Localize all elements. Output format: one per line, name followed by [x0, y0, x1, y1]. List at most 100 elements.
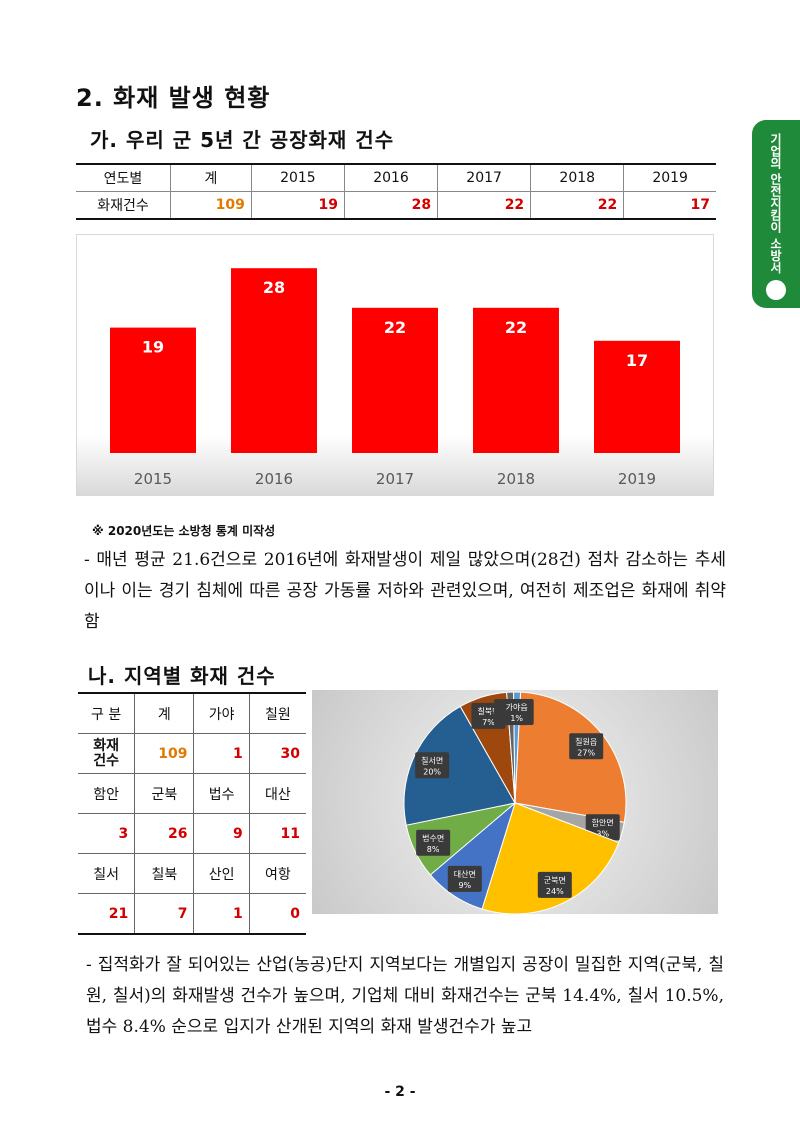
table-row: 화재건수 109 19 28 22 22 17	[76, 191, 716, 220]
note-text: ※ 2020년도는 소방청 통계 미작성	[92, 524, 276, 538]
header-cell: 가야	[193, 692, 250, 734]
header-cell: 산인	[193, 853, 250, 894]
table-row: 함안 군북 법수 대산	[78, 773, 306, 814]
pie-slice-percent: 9%	[458, 881, 471, 890]
region-fire-table: 구 분 계 가야 칠원 화재 건수 109 1 30 함안 군북 법수 대산 3…	[78, 692, 306, 935]
pie-slice	[403, 705, 516, 826]
pie-data-label: 군북면 24%	[537, 871, 572, 898]
pie-slice-label: 칠북면	[477, 706, 499, 716]
total-cell: 109	[134, 733, 195, 774]
pie-slice-percent: 24%	[546, 887, 564, 896]
bar-data-label: 22	[384, 318, 406, 337]
table-row: 화재 건수 109 1 30	[78, 733, 306, 774]
header-cell: 2015	[250, 163, 345, 192]
section-heading: 2. 화재 발생 현황	[76, 84, 271, 112]
value-cell: 9	[193, 813, 250, 854]
pie-slice-label: 칠서면	[421, 755, 443, 765]
bar-chart: 19 2015 28 2016 22 2017 22 2018 17 2019	[77, 268, 713, 495]
pie-slice-label: 군북면	[544, 875, 566, 885]
value-cell: 19	[250, 191, 345, 220]
header-cell: 연도별	[76, 163, 171, 192]
bar	[473, 307, 559, 453]
pie-data-label: 칠원읍 27%	[569, 733, 604, 760]
row-label: 화재 건수	[78, 733, 136, 774]
pie-data-label: 칠서면 20%	[415, 752, 450, 779]
pie-slice-label: 칠원읍	[575, 737, 597, 746]
pie-chart-frame: 칠원읍27%함안면3%군북면24%대산면9%법수면8%칠서면20%칠북면7%산인…	[312, 690, 718, 915]
value-cell: 22	[530, 191, 624, 220]
pie-slice-label: 함안면	[592, 817, 614, 827]
section-b-title: 나. 지역별 화재 건수	[88, 664, 276, 688]
table-row: 3 26 9 11	[78, 813, 306, 854]
header-cell: 대산	[248, 773, 306, 814]
table-row: 칠서 칠북 산인 여항	[78, 853, 306, 894]
value-cell: 28	[343, 191, 438, 220]
side-tab: 기업의 안전지킴이 소방서	[752, 120, 800, 308]
header-cell: 계	[134, 692, 195, 734]
value-cell: 22	[437, 191, 531, 220]
pie-slice-percent: 27%	[577, 748, 595, 757]
value-cell: 30	[248, 733, 306, 774]
value-cell: 1	[193, 893, 250, 935]
x-tick-label: 2017	[376, 470, 414, 488]
header-cell: 군북	[134, 773, 195, 814]
header-cell: 칠원	[248, 692, 306, 734]
x-tick-label: 2019	[618, 470, 656, 488]
bar-data-label: 22	[505, 318, 527, 337]
header-cell: 계	[170, 163, 252, 192]
fire-department-logo-icon	[766, 280, 786, 300]
header-cell: 칠서	[78, 853, 136, 894]
bar	[352, 307, 438, 453]
pie-slice-label: 법수면	[422, 833, 444, 843]
header-cell: 2018	[530, 163, 624, 192]
value-cell: 7	[134, 893, 195, 935]
value-cell: 21	[78, 893, 136, 935]
pie-slice-label: 대산면	[454, 869, 476, 879]
x-tick-label: 2016	[255, 470, 293, 488]
side-tab-label: 기업의 안전지킴이 소방서	[768, 132, 783, 274]
pie-slice	[481, 802, 620, 915]
bar	[231, 268, 317, 453]
header-cell: 2016	[343, 163, 438, 192]
pie-data-label: 대산면 9%	[447, 865, 482, 892]
pie-slice-percent: 3%	[596, 829, 609, 838]
table-row: 21 7 1 0	[78, 893, 306, 935]
bar-chart-frame: 19 2015 28 2016 22 2017 22 2018 17 2019	[76, 234, 714, 496]
value-cell: 1	[193, 733, 250, 774]
x-tick-label: 2018	[497, 470, 535, 488]
pie-slice-percent: 20%	[423, 767, 441, 776]
header-cell: 칠북	[134, 853, 195, 894]
pie-slice-percent: 7%	[482, 718, 495, 727]
pie-data-label: 법수면 8%	[416, 829, 451, 856]
yearly-fire-table: 연도별 계 2015 2016 2017 2018 2019 화재건수 109 …	[76, 163, 716, 220]
section-a-title: 가. 우리 군 5년 간 공장화재 건수	[90, 128, 395, 152]
pie-slice-percent: 8%	[427, 845, 440, 854]
pie-slice-label: 가야읍	[506, 702, 528, 712]
bar	[110, 327, 196, 453]
paragraph-2: - 집적화가 잘 되어있는 산업(농공)단지 지역보다는 개별입지 공장이 밀집…	[86, 955, 724, 1037]
value-cell: 11	[248, 813, 306, 854]
page-number: - 2 -	[384, 1084, 416, 1100]
row-label: 화재건수	[76, 191, 171, 220]
header-cell: 여항	[248, 853, 306, 894]
bar-data-label: 19	[142, 338, 164, 357]
value-cell: 0	[248, 893, 306, 935]
bar-data-label: 17	[626, 351, 648, 370]
value-cell: 26	[134, 813, 195, 854]
total-cell: 109	[170, 191, 252, 220]
value-cell: 17	[623, 191, 716, 220]
bar-data-label: 28	[263, 278, 285, 297]
pie-chart: 칠원읍27%함안면3%군북면24%대산면9%법수면8%칠서면20%칠북면7%산인…	[403, 691, 627, 915]
x-tick-label: 2015	[134, 470, 172, 488]
pie-slice-percent: 1%	[510, 714, 523, 723]
header-cell: 2017	[437, 163, 531, 192]
bar	[594, 340, 680, 453]
header-cell: 함안	[78, 773, 136, 814]
table-row: 구 분 계 가야 칠원	[78, 692, 306, 734]
value-cell: 3	[78, 813, 136, 854]
paragraph-1: - 매년 평균 21.6건으로 2016년에 화재발생이 제일 많았으며(28건…	[84, 550, 726, 632]
header-cell: 구 분	[78, 692, 136, 734]
pie-data-label: 가야읍 1%	[499, 698, 534, 725]
table-header-row: 연도별 계 2015 2016 2017 2018 2019	[76, 163, 716, 192]
header-cell: 2019	[623, 163, 716, 192]
